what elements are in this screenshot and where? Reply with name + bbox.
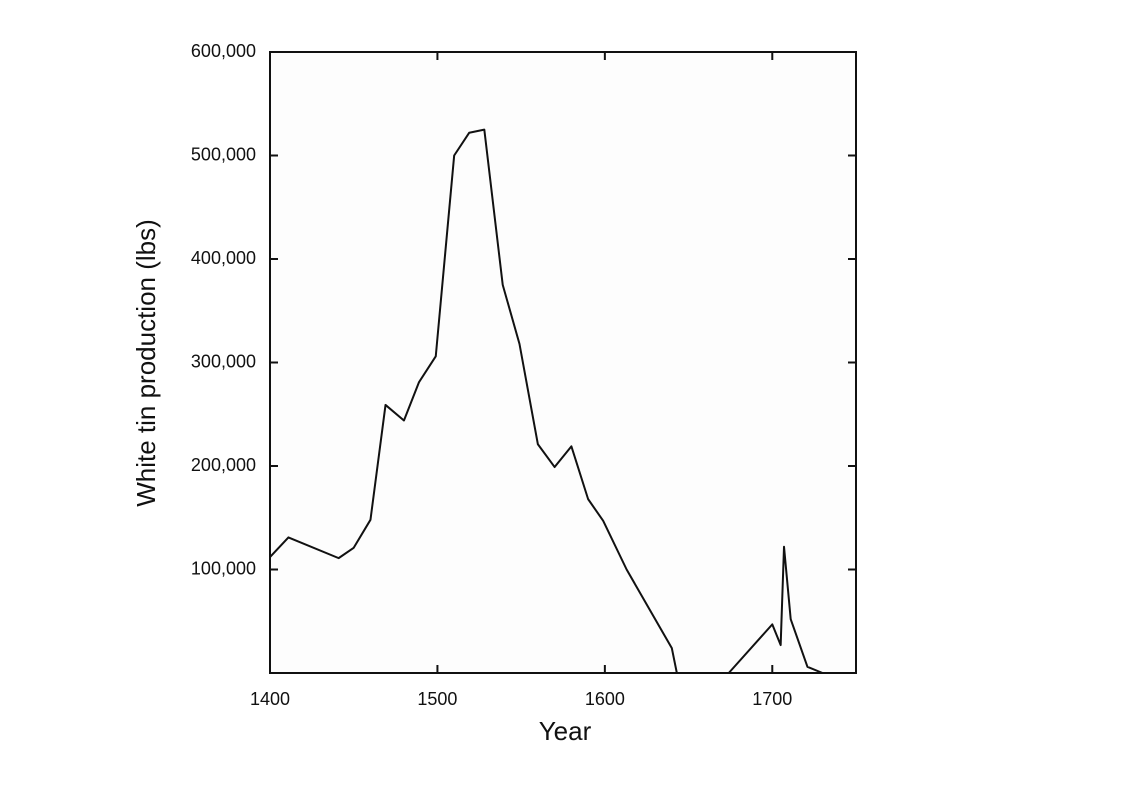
x-tick-label: 1500 xyxy=(417,689,457,709)
y-tick-label: 400,000 xyxy=(191,248,256,268)
data-line xyxy=(269,128,823,674)
x-axis-title: Year xyxy=(539,716,592,746)
y-tick-label: 500,000 xyxy=(191,144,256,164)
y-tick-label: 300,000 xyxy=(191,351,256,371)
y-tick-label: 600,000 xyxy=(191,41,256,61)
x-tick-label: 1700 xyxy=(752,689,792,709)
plot-frame xyxy=(269,51,857,674)
y-tick-label: 100,000 xyxy=(191,558,256,578)
y-tick-label: 200,000 xyxy=(191,455,256,475)
x-tick-label: 1600 xyxy=(585,689,625,709)
x-tick-label: 1400 xyxy=(250,689,290,709)
y-axis-title: White tin production (lbs) xyxy=(131,219,161,507)
